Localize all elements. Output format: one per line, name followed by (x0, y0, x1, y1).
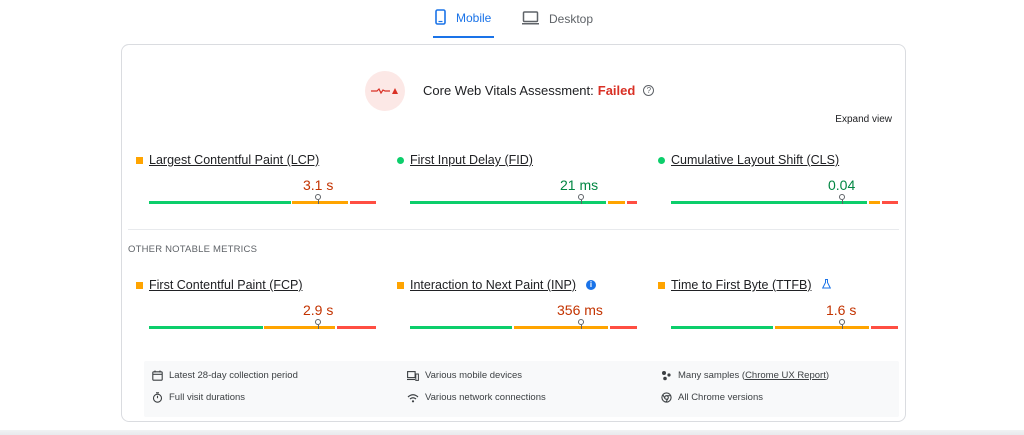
good-indicator-icon (397, 156, 404, 164)
metric-fcp-name[interactable]: First Contentful Paint (FCP) (149, 278, 303, 292)
metric-inp-value: 356 ms (557, 302, 603, 318)
metric-lcp-value: 3.1 s (303, 177, 334, 193)
tab-mobile-label: Mobile (456, 11, 492, 25)
device-tabs: Mobile Desktop (0, 0, 1024, 40)
metric-ttfb-name[interactable]: Time to First Byte (TTFB) (671, 278, 812, 292)
metric-fid-name[interactable]: First Input Delay (FID) (410, 153, 533, 167)
stopwatch-icon (152, 392, 163, 403)
footer-chrome-versions: All Chrome versions (661, 392, 763, 403)
metric-inp-distribution (410, 319, 637, 329)
help-icon[interactable]: ? (643, 85, 655, 96)
info-icon[interactable]: i (586, 280, 597, 290)
section-divider (128, 229, 899, 230)
average-indicator-icon (136, 281, 143, 289)
metric-fcp: First Contentful Paint (FCP) 2.9 s (136, 278, 376, 338)
footer-devices: Various mobile devices (407, 370, 522, 381)
footer-visit-durations: Full visit durations (152, 392, 245, 403)
devices-icon (407, 370, 419, 381)
metric-fcp-value: 2.9 s (303, 302, 334, 318)
tab-desktop[interactable]: Desktop (522, 0, 593, 38)
average-indicator-icon (136, 156, 143, 164)
metric-ttfb-distribution (671, 319, 898, 329)
other-metrics-heading: OTHER NOTABLE METRICS (128, 244, 258, 255)
cwv-card: Core Web Vitals Assessment: Failed ? Exp… (121, 44, 906, 422)
page-bottom-edge (0, 430, 1024, 435)
good-indicator-icon (658, 156, 665, 164)
tab-desktop-label: Desktop (549, 12, 594, 26)
samples-icon (662, 371, 671, 381)
expand-view-link[interactable]: Expand view (835, 114, 892, 125)
metric-ttfb-value: 1.6 s (826, 302, 857, 318)
metric-fid-distribution (410, 194, 637, 204)
p75-marker-icon (839, 194, 845, 204)
metric-fcp-distribution (149, 319, 376, 329)
metric-fid: First Input Delay (FID) 21 ms (397, 153, 637, 213)
footer-network: Various network connections (407, 392, 546, 403)
phone-icon (435, 8, 446, 28)
footer-collection-period: Latest 28-day collection period (152, 370, 298, 381)
flask-icon[interactable] (821, 278, 831, 292)
p75-marker-icon (578, 194, 584, 204)
p75-marker-icon (578, 319, 584, 329)
wifi-icon (407, 393, 419, 402)
metric-fid-value: 21 ms (560, 177, 599, 193)
assessment-label: Core Web Vitals Assessment: (423, 83, 594, 98)
metric-lcp-distribution (149, 194, 376, 204)
calendar-icon (152, 370, 163, 381)
chrome-icon (661, 392, 672, 403)
metric-ttfb: Time to First Byte (TTFB) 1.6 s (658, 278, 898, 338)
assessment-title: Core Web Vitals Assessment: Failed ? (423, 83, 655, 98)
monitor-icon (522, 10, 539, 28)
metric-inp: Interaction to Next Paint (INP) i 356 ms (397, 278, 637, 338)
p75-marker-icon (315, 319, 321, 329)
average-indicator-icon (397, 281, 404, 289)
metric-cls: Cumulative Layout Shift (CLS) 0.04 (658, 153, 898, 213)
average-indicator-icon (658, 281, 665, 289)
p75-marker-icon (839, 319, 845, 329)
metric-lcp: Largest Contentful Paint (LCP) 3.1 s (136, 153, 376, 213)
tab-mobile[interactable]: Mobile (433, 0, 494, 38)
p75-marker-icon (315, 194, 321, 204)
failed-badge-icon (365, 71, 405, 111)
chrome-ux-report-link[interactable]: Chrome UX Report (745, 370, 826, 381)
metric-lcp-name[interactable]: Largest Contentful Paint (LCP) (149, 153, 320, 167)
metric-cls-name[interactable]: Cumulative Layout Shift (CLS) (671, 153, 840, 167)
footer-samples: Many samples (Chrome UX Report) (661, 370, 829, 381)
assessment-status: Failed (597, 83, 636, 98)
metric-cls-distribution (671, 194, 898, 204)
metric-inp-name[interactable]: Interaction to Next Paint (INP) (410, 278, 577, 292)
data-info-footer: Latest 28-day collection period Full vis… (144, 361, 899, 417)
metric-cls-value: 0.04 (828, 177, 856, 193)
